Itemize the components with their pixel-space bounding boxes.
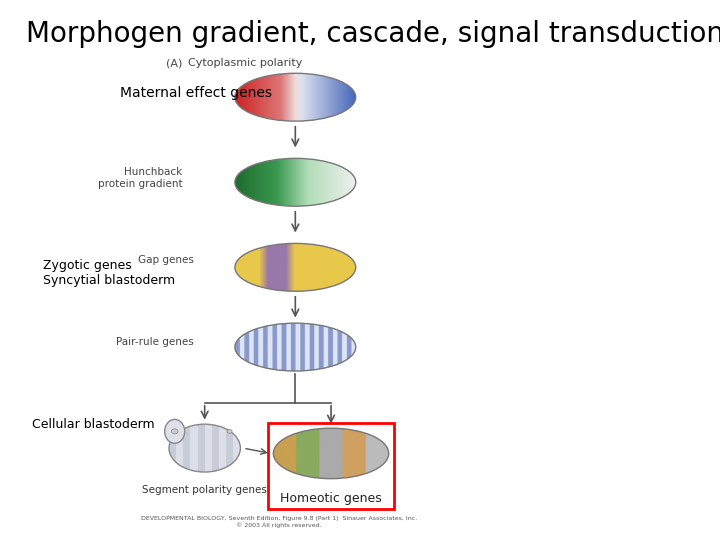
Text: Cytoplasmic polarity: Cytoplasmic polarity [188, 58, 302, 69]
Bar [169, 424, 176, 472]
Text: DEVELOPMENTAL BIOLOGY, Seventh Edition, Figure 9.8 (Part 1)  Sinauer Associates,: DEVELOPMENTAL BIOLOGY, Seventh Edition, … [140, 516, 417, 528]
Ellipse shape [165, 420, 185, 443]
Text: Gap genes: Gap genes [138, 255, 194, 265]
Bar [219, 424, 226, 472]
Bar [233, 424, 240, 472]
Ellipse shape [169, 424, 240, 472]
Text: Cellular blastoderm: Cellular blastoderm [32, 417, 154, 431]
Ellipse shape [171, 429, 178, 434]
Bar [176, 424, 184, 472]
Ellipse shape [227, 429, 232, 433]
Text: Segment polarity genes: Segment polarity genes [143, 485, 267, 495]
Text: Zygotic genes
Syncytial blastoderm: Zygotic genes Syncytial blastoderm [42, 259, 175, 287]
Text: Pair-rule genes: Pair-rule genes [117, 337, 194, 347]
Bar [184, 424, 190, 472]
Text: Morphogen gradient, cascade, signal transduction: Morphogen gradient, cascade, signal tran… [26, 20, 720, 48]
Text: Maternal effect genes: Maternal effect genes [120, 86, 271, 100]
Text: (A): (A) [166, 58, 183, 69]
Bar [226, 424, 233, 472]
Bar [197, 424, 204, 472]
Bar [190, 424, 197, 472]
Bar [204, 424, 212, 472]
Bar [212, 424, 219, 472]
Text: Homeotic genes: Homeotic genes [280, 492, 382, 505]
Text: Hunchback
protein gradient: Hunchback protein gradient [98, 167, 183, 189]
